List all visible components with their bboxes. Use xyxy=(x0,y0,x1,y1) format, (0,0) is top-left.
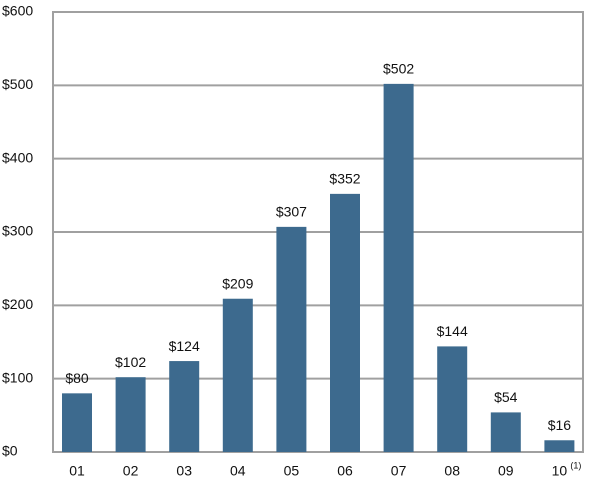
bar xyxy=(544,440,575,452)
bar xyxy=(115,377,146,452)
value-label: $16 xyxy=(548,417,572,433)
x-tick-label: 10 xyxy=(552,463,568,479)
y-tick-label: $300 xyxy=(2,223,33,239)
x-tick-label: 03 xyxy=(176,463,192,479)
x-tick-label: 09 xyxy=(498,463,514,479)
y-tick-label: $600 xyxy=(2,3,33,19)
x-tick-label: 01 xyxy=(69,463,85,479)
bar xyxy=(490,412,521,452)
y-tick-label: $400 xyxy=(2,149,33,165)
bar xyxy=(383,83,414,452)
y-tick-label: $200 xyxy=(2,296,33,312)
x-tick-label: 02 xyxy=(123,463,139,479)
x-tick-label: 04 xyxy=(230,463,246,479)
y-tick-label: $100 xyxy=(2,369,33,385)
x-tick-label: 08 xyxy=(444,463,460,479)
value-label: $144 xyxy=(437,323,468,339)
y-tick-label: $0 xyxy=(2,443,18,459)
x-tick-label: 07 xyxy=(391,463,407,479)
bar xyxy=(222,298,253,452)
value-label: $352 xyxy=(329,171,360,187)
bar xyxy=(169,361,200,452)
value-label: $307 xyxy=(276,204,307,220)
bar xyxy=(330,193,360,452)
value-label: $124 xyxy=(169,338,200,354)
y-tick-label: $500 xyxy=(2,76,33,92)
bar xyxy=(276,226,307,452)
value-label: $80 xyxy=(65,370,89,386)
bar xyxy=(62,393,92,452)
value-label: $502 xyxy=(383,61,414,77)
value-label: $102 xyxy=(115,354,146,370)
x-tick-note: (1) xyxy=(570,460,581,470)
x-tick-label: 06 xyxy=(337,463,353,479)
value-label: $54 xyxy=(494,389,518,405)
bar xyxy=(437,346,468,452)
value-label: $209 xyxy=(222,275,253,291)
x-tick-label: 05 xyxy=(284,463,300,479)
